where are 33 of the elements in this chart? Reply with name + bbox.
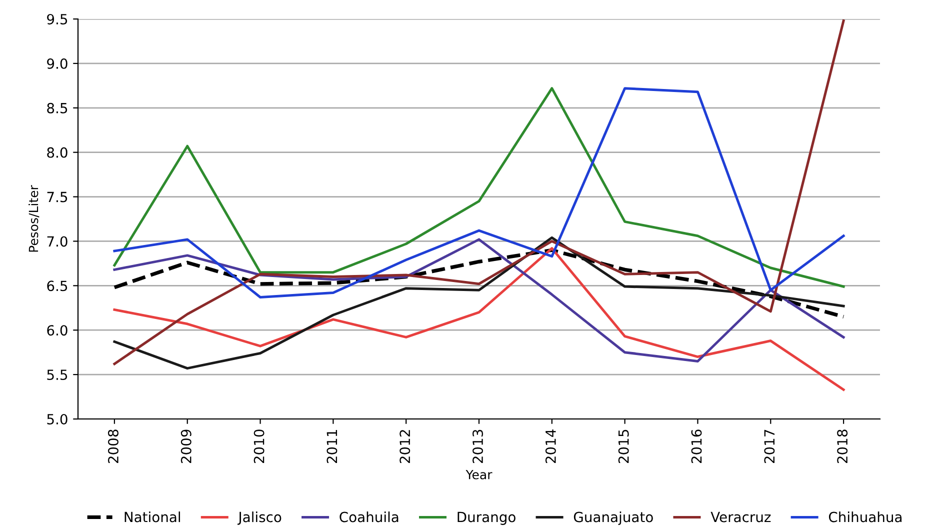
- x-tick-label: 2013: [472, 430, 484, 464]
- y-tick-label: 9.5: [47, 14, 68, 24]
- legend-label: Jalisco: [238, 512, 282, 525]
- line-series: [113, 20, 845, 366]
- y-tick-label: 8.0: [47, 147, 68, 158]
- x-tick-label: 2009: [180, 430, 192, 464]
- x-tick-label: 2015: [618, 430, 629, 464]
- line-series: [112, 248, 846, 319]
- y-tick-label: 5.0: [47, 414, 68, 424]
- y-tick-label: 9.0: [47, 58, 68, 69]
- line-series: [113, 247, 845, 391]
- legend-label: Chihuahua: [828, 512, 902, 522]
- x-tick-label: 2014: [545, 430, 556, 464]
- legend-label: Coahuila: [340, 512, 398, 522]
- y-axis-title: Pesos/Liter: [28, 185, 40, 252]
- x-tick-label: 2018: [837, 430, 848, 464]
- y-tick-label: 7.5: [47, 192, 68, 202]
- y-tick-label: 5.5: [47, 370, 68, 380]
- y-tick-label: 8.5: [47, 102, 68, 114]
- x-tick-label: 2016: [691, 430, 702, 464]
- legend-label: Guanajuato: [574, 512, 653, 525]
- x-tick-label: 2012: [400, 430, 410, 464]
- x-tick-label: 2017: [764, 430, 775, 464]
- x-tick-label: 2008: [108, 430, 118, 464]
- legend-label: Veracruz: [710, 512, 771, 522]
- legend-label: Durango: [458, 512, 516, 525]
- y-tick-label: 7.0: [47, 236, 68, 247]
- x-tick-label: 2010: [254, 430, 264, 464]
- x-tick-label: 2011: [326, 430, 338, 464]
- y-tick-label: 6.0: [47, 325, 68, 336]
- x-axis-title: Year: [466, 470, 492, 480]
- y-tick-label: 6.5: [47, 280, 68, 292]
- legend-label: National: [124, 512, 180, 522]
